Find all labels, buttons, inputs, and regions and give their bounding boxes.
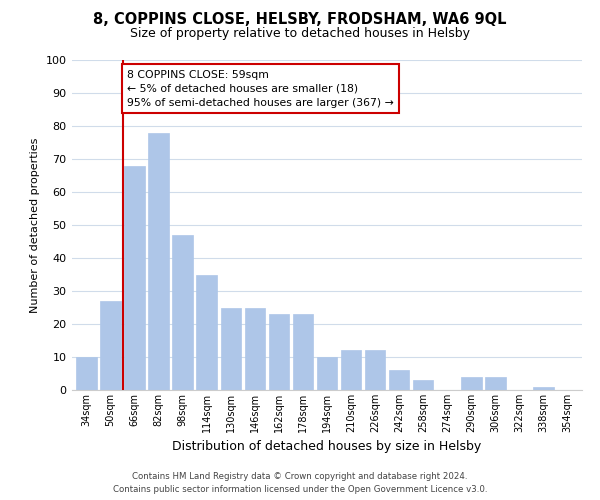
Bar: [221, 308, 241, 390]
Bar: [485, 377, 506, 390]
Bar: [148, 132, 169, 390]
Bar: [317, 357, 337, 390]
Bar: [100, 301, 121, 390]
Bar: [533, 386, 554, 390]
Bar: [341, 350, 361, 390]
Bar: [245, 308, 265, 390]
Bar: [461, 377, 482, 390]
Bar: [124, 166, 145, 390]
Y-axis label: Number of detached properties: Number of detached properties: [30, 138, 40, 312]
Bar: [413, 380, 433, 390]
Text: 8, COPPINS CLOSE, HELSBY, FRODSHAM, WA6 9QL: 8, COPPINS CLOSE, HELSBY, FRODSHAM, WA6 …: [93, 12, 507, 28]
Text: Size of property relative to detached houses in Helsby: Size of property relative to detached ho…: [130, 28, 470, 40]
Bar: [389, 370, 409, 390]
Bar: [196, 274, 217, 390]
Bar: [172, 235, 193, 390]
Bar: [365, 350, 385, 390]
Text: 8 COPPINS CLOSE: 59sqm
← 5% of detached houses are smaller (18)
95% of semi-deta: 8 COPPINS CLOSE: 59sqm ← 5% of detached …: [127, 70, 394, 108]
Bar: [76, 357, 97, 390]
Bar: [293, 314, 313, 390]
X-axis label: Distribution of detached houses by size in Helsby: Distribution of detached houses by size …: [172, 440, 482, 454]
Text: Contains HM Land Registry data © Crown copyright and database right 2024.
Contai: Contains HM Land Registry data © Crown c…: [113, 472, 487, 494]
Bar: [269, 314, 289, 390]
